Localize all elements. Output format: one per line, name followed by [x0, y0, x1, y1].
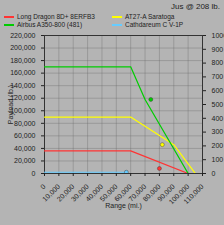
- svg-text:500: 500: [212, 101, 224, 108]
- svg-text:50,000: 50,000: [98, 182, 119, 203]
- svg-text:0: 0: [212, 170, 216, 177]
- svg-text:700: 700: [212, 73, 224, 80]
- svg-text:180,000: 180,000: [10, 57, 35, 64]
- svg-text:Payload (lb.): Payload (lb.): [7, 85, 15, 124]
- svg-text:30,000: 30,000: [69, 182, 90, 203]
- svg-text:40,000: 40,000: [14, 145, 36, 152]
- svg-text:220,000: 220,000: [10, 32, 35, 39]
- svg-text:0: 0: [39, 183, 47, 191]
- svg-text:40,000: 40,000: [84, 182, 105, 203]
- svg-text:110,000: 110,000: [182, 183, 205, 206]
- svg-text:10,000: 10,000: [41, 182, 62, 203]
- svg-text:300: 300: [212, 128, 224, 135]
- svg-text:70,000: 70,000: [127, 182, 148, 203]
- svg-text:600: 600: [212, 87, 224, 94]
- html-text:AT27-A Saratoga: AT27-A Saratoga: [125, 13, 175, 20]
- svg-text:200: 200: [212, 142, 224, 149]
- svg-text:140,000: 140,000: [10, 81, 36, 89]
- svg-text:160,000: 160,000: [10, 69, 35, 76]
- svg-text:800: 800: [212, 59, 224, 66]
- html-text:Airbus A350-800 (481): Airbus A350-800 (481): [17, 21, 82, 28]
- html-text:Jus @ 208 lb.: Jus @ 208 lb.: [171, 2, 220, 11]
- svg-text:100,000: 100,000: [10, 107, 36, 114]
- svg-text:0: 0: [32, 170, 36, 177]
- svg-text:100,000: 100,000: [167, 182, 191, 206]
- svg-text:90,000: 90,000: [156, 182, 177, 203]
- svg-text:20,000: 20,000: [55, 182, 76, 203]
- svg-text:60,000: 60,000: [14, 132, 36, 139]
- svg-text:100: 100: [212, 156, 224, 163]
- svg-text:200,000: 200,000: [10, 44, 35, 51]
- html-text:Long Dragon 8D+ 8ERFB3: Long Dragon 8D+ 8ERFB3: [17, 13, 95, 20]
- svg-text:60,000: 60,000: [112, 182, 133, 203]
- svg-text:120,000: 120,000: [10, 94, 36, 102]
- svg-text:20,000: 20,000: [14, 157, 36, 164]
- svg-text:1000: 1000: [212, 32, 224, 39]
- svg-text:80,000: 80,000: [14, 120, 36, 127]
- svg-text:Range (mi.): Range (mi.): [105, 202, 142, 210]
- html-text:Cathdareum C V-1P: Cathdareum C V-1P: [125, 21, 184, 28]
- svg-text:900: 900: [212, 46, 224, 53]
- svg-text:400: 400: [212, 115, 224, 122]
- svg-text:80,000: 80,000: [141, 182, 162, 203]
